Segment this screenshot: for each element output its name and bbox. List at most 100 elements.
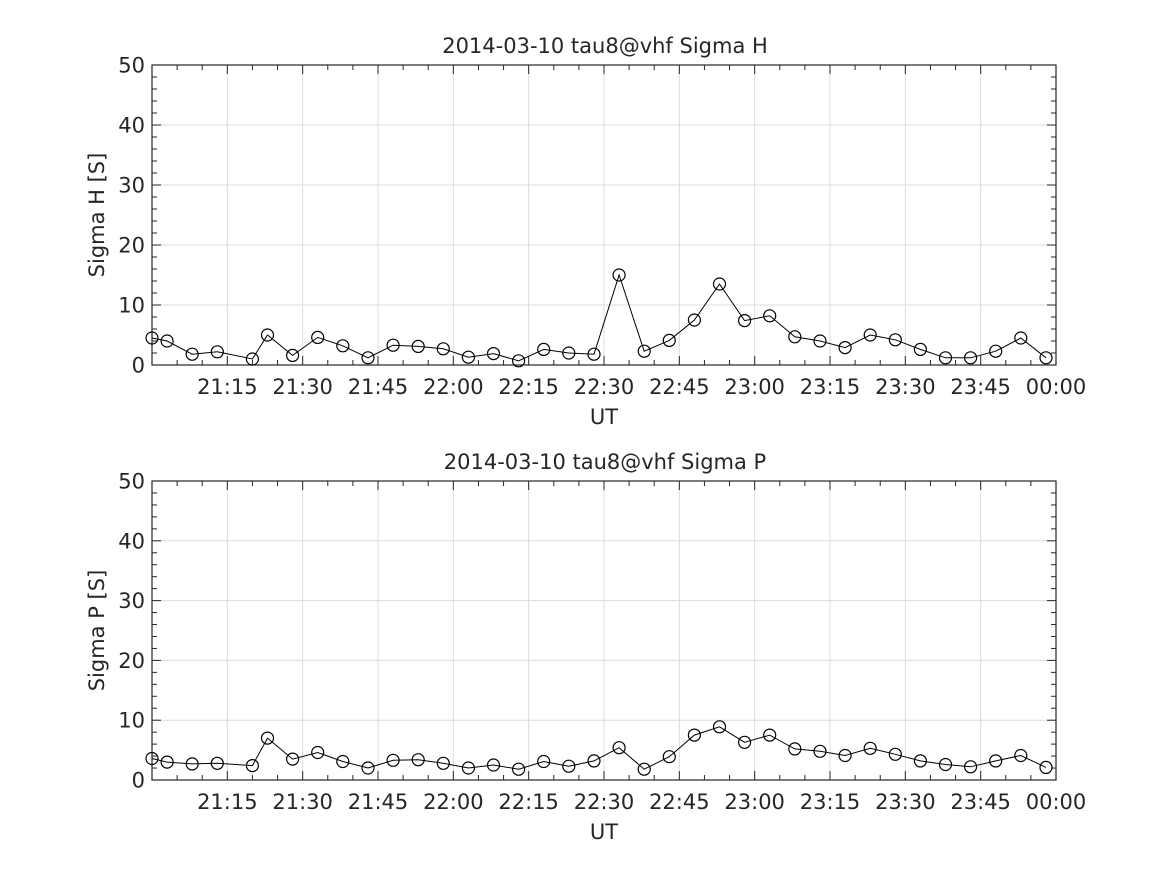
x-axis-label: UT <box>590 405 618 429</box>
data-point <box>311 330 325 344</box>
data-point <box>1014 748 1028 763</box>
data-point <box>145 331 159 345</box>
data-point <box>286 752 300 766</box>
data-point <box>386 753 400 767</box>
data-point <box>562 759 576 773</box>
y-tick-label: 0 <box>132 354 145 378</box>
data-point <box>311 745 325 760</box>
sigma-p-panel: 0 10 20 30 40 50 21:15 21:30 21:45 22:00 22:15 22:3… <box>85 450 1086 844</box>
x-tick-label: 22:15 <box>498 375 559 399</box>
data-point <box>662 333 676 347</box>
y-axis-label: Sigma H [S] <box>85 153 109 278</box>
data-point <box>160 334 174 348</box>
data-point <box>938 351 953 365</box>
data-point <box>461 761 475 775</box>
data-point <box>737 735 752 749</box>
data-point <box>160 755 174 769</box>
x-tick-label: 22:30 <box>574 790 635 814</box>
x-tick-label: 00:00 <box>1026 790 1087 814</box>
data-point <box>336 754 350 769</box>
x-tick-label: 21:30 <box>272 375 333 399</box>
data-point <box>537 342 551 356</box>
data-point <box>813 744 827 758</box>
data-point <box>788 742 802 756</box>
data-point <box>637 762 651 776</box>
data-point <box>185 757 199 771</box>
y-tick-label: 0 <box>132 769 145 793</box>
axes-frame <box>151 64 1057 366</box>
data-point <box>989 754 1003 768</box>
data-point <box>612 741 626 755</box>
y-tick-label: 20 <box>118 234 145 258</box>
y-axis-label: Sigma P [S] <box>85 570 109 692</box>
x-tick-label: 23:00 <box>724 790 785 814</box>
data-point <box>1014 331 1028 345</box>
x-tick-label: 22:00 <box>423 375 484 399</box>
axes-frame <box>151 480 1057 781</box>
x-tick-label: 23:45 <box>950 790 1011 814</box>
data-point <box>1039 760 1053 775</box>
x-tick-label: 21:15 <box>197 790 258 814</box>
data-point <box>763 309 777 323</box>
data-point <box>145 751 159 766</box>
data-point <box>637 344 651 358</box>
x-tick-label: 21:30 <box>272 790 333 814</box>
y-tick-label: 30 <box>118 174 145 198</box>
data-point <box>537 754 551 769</box>
y-tick-label: 50 <box>118 54 145 78</box>
data-point <box>963 351 978 365</box>
data-point <box>562 346 576 360</box>
data-point <box>361 761 375 775</box>
data-point <box>386 338 400 352</box>
x-tick-label: 23:15 <box>800 375 861 399</box>
data-point <box>712 720 727 734</box>
x-tick-label: 21:45 <box>348 375 409 399</box>
x-tick-label: 21:15 <box>197 375 258 399</box>
x-tick-label: 23:00 <box>724 375 785 399</box>
data-point <box>712 277 727 291</box>
data-point <box>411 753 425 767</box>
data-point <box>863 328 877 342</box>
x-tick-label: 22:00 <box>423 790 484 814</box>
data-point <box>838 748 852 763</box>
data-point <box>913 342 928 356</box>
data-point <box>436 342 450 356</box>
data-point <box>511 762 526 776</box>
series-line <box>151 726 1047 770</box>
x-axis-label: UT <box>590 820 618 844</box>
data-point <box>938 757 953 772</box>
data-point <box>687 313 702 327</box>
data-point <box>687 728 702 742</box>
data-point <box>486 347 501 361</box>
data-point <box>989 344 1003 358</box>
x-tick-label: 23:45 <box>950 375 1011 399</box>
data-point <box>838 341 852 355</box>
x-tick-label: 21:45 <box>348 790 409 814</box>
data-point <box>210 756 224 770</box>
data-point <box>913 754 928 768</box>
data-point <box>737 314 752 328</box>
y-tick-label: 40 <box>118 529 145 553</box>
data-point <box>486 758 501 772</box>
chart-title: 2014-03-10 tau8@vhf Sigma H <box>442 34 768 58</box>
data-point <box>662 750 676 764</box>
data-point <box>336 339 350 353</box>
data-point <box>411 339 425 353</box>
data-point <box>361 351 375 365</box>
data-point <box>587 347 601 361</box>
x-tick-label: 22:30 <box>574 375 635 399</box>
sigma-h-panel: 0 10 20 30 40 50 21:15 21:30 21:45 22:00 22:15 22:3… <box>85 34 1086 429</box>
data-point <box>612 268 626 282</box>
x-tick-label: 23:30 <box>875 790 936 814</box>
y-tick-label: 20 <box>118 649 145 673</box>
series-line <box>151 273 1047 362</box>
data-point <box>511 354 526 368</box>
data-point <box>888 333 902 347</box>
data-point <box>436 756 450 770</box>
data-point <box>587 754 601 768</box>
x-tick-label: 00:00 <box>1026 375 1087 399</box>
y-tick-label: 30 <box>118 589 145 613</box>
data-point <box>888 747 902 761</box>
data-point <box>260 731 275 745</box>
